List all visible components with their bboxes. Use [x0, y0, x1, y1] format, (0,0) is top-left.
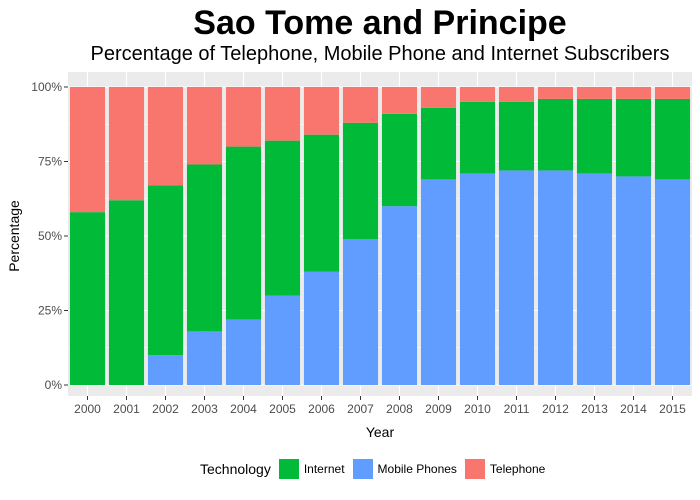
- bar-telephone-2014: [615, 87, 652, 99]
- bar-mobile-phones-2008: [381, 206, 418, 385]
- x-tick-label: 2005: [269, 402, 296, 416]
- y-tick-label: 50%: [38, 229, 62, 243]
- bar-internet-2011: [498, 101, 535, 171]
- bar-internet-2006: [303, 134, 340, 272]
- bar-mobile-phones-2007: [342, 238, 379, 385]
- bar-telephone-2003: [186, 87, 223, 165]
- bar-mobile-phones-2005: [264, 295, 301, 385]
- legend-label-telephone: Telephone: [489, 462, 546, 476]
- bar-telephone-2010: [459, 87, 496, 102]
- bar-mobile-phones-2012: [537, 170, 574, 385]
- bar-internet-2002: [147, 185, 184, 356]
- bar-mobile-phones-2015: [654, 179, 691, 385]
- x-tick-label: 2014: [620, 402, 647, 416]
- chart-subtitle: Percentage of Telephone, Mobile Phone an…: [90, 43, 670, 65]
- bar-telephone-2013: [576, 87, 613, 99]
- bar-mobile-phones-2011: [498, 170, 535, 385]
- bar-mobile-phones-2003: [186, 331, 223, 385]
- x-tick-label: 2012: [542, 402, 569, 416]
- bar-internet-2012: [537, 98, 574, 171]
- bar-telephone-2009: [420, 87, 457, 108]
- x-tick-label: 2002: [152, 402, 179, 416]
- bar-mobile-phones-2014: [615, 176, 652, 385]
- legend-label-mobile-phones: Mobile Phones: [377, 462, 457, 476]
- legend-title: Technology: [200, 461, 271, 477]
- legend-item-internet: Internet: [278, 459, 345, 479]
- legend-label-internet: Internet: [303, 462, 345, 476]
- x-axis-title: Year: [366, 424, 395, 440]
- bar-telephone-2007: [342, 87, 379, 123]
- x-tick-label: 2015: [659, 402, 686, 416]
- bar-telephone-2011: [498, 87, 535, 102]
- bar-mobile-phones-2006: [303, 271, 340, 385]
- bar-telephone-2006: [303, 87, 340, 135]
- y-tick-label: 100%: [31, 80, 62, 94]
- legend-swatch-telephone: [464, 459, 485, 479]
- bar-mobile-phones-2010: [459, 173, 496, 385]
- bar-internet-2001: [108, 200, 145, 385]
- bar-internet-2008: [381, 113, 418, 207]
- x-tick-label: 2001: [113, 402, 140, 416]
- bar-telephone-2015: [654, 87, 691, 99]
- bar-internet-2009: [420, 107, 457, 180]
- bar-telephone-2000: [69, 87, 106, 213]
- x-tick-label: 2003: [191, 402, 218, 416]
- x-tick-label: 2010: [464, 402, 491, 416]
- bar-mobile-phones-2004: [225, 319, 262, 385]
- y-tick-label: 75%: [38, 155, 62, 169]
- legend-item-telephone: Telephone: [464, 459, 546, 479]
- x-tick-label: 2009: [425, 402, 452, 416]
- bar-telephone-2012: [537, 87, 574, 99]
- x-tick-label: 2004: [230, 402, 257, 416]
- x-tick-label: 2006: [308, 402, 335, 416]
- y-tick-label: 25%: [38, 304, 62, 318]
- bar-telephone-2004: [225, 87, 262, 147]
- x-tick-label: 2000: [74, 402, 101, 416]
- x-tick-label: 2008: [386, 402, 413, 416]
- y-tick-label: 0%: [45, 378, 63, 392]
- legend-swatch-internet: [278, 459, 299, 479]
- legend: Technology Internet Mobile Phones Telephon…: [200, 459, 553, 479]
- legend-swatch-mobile-phones: [352, 459, 373, 479]
- bar-internet-2007: [342, 122, 379, 239]
- bar-internet-2010: [459, 101, 496, 174]
- bar-internet-2013: [576, 98, 613, 174]
- bar-internet-2000: [69, 212, 106, 385]
- bar-telephone-2008: [381, 87, 418, 114]
- x-tick-label: 2007: [347, 402, 374, 416]
- bar-internet-2004: [225, 146, 262, 320]
- stacked-bar-chart: 0% 25% 50% 75% 100% 2000 2001 2002 2003 2004 2005…: [6, 72, 692, 440]
- bar-internet-2003: [186, 164, 223, 332]
- bar-mobile-phones-2013: [576, 173, 613, 385]
- chart-title: Sao Tome and Principe: [193, 4, 567, 42]
- bar-internet-2015: [654, 98, 691, 180]
- bar-mobile-phones-2002: [147, 355, 184, 385]
- bar-internet-2005: [264, 140, 301, 296]
- legend-item-mobile-phones: Mobile Phones: [352, 459, 457, 479]
- y-axis-title: Percentage: [6, 200, 22, 272]
- bar-telephone-2005: [264, 87, 301, 141]
- bar-mobile-phones-2009: [420, 179, 457, 385]
- x-tick-label: 2013: [581, 402, 608, 416]
- bar-telephone-2001: [108, 87, 145, 201]
- x-tick-label: 2011: [504, 402, 530, 416]
- bar-telephone-2002: [147, 87, 184, 186]
- bar-internet-2014: [615, 98, 652, 177]
